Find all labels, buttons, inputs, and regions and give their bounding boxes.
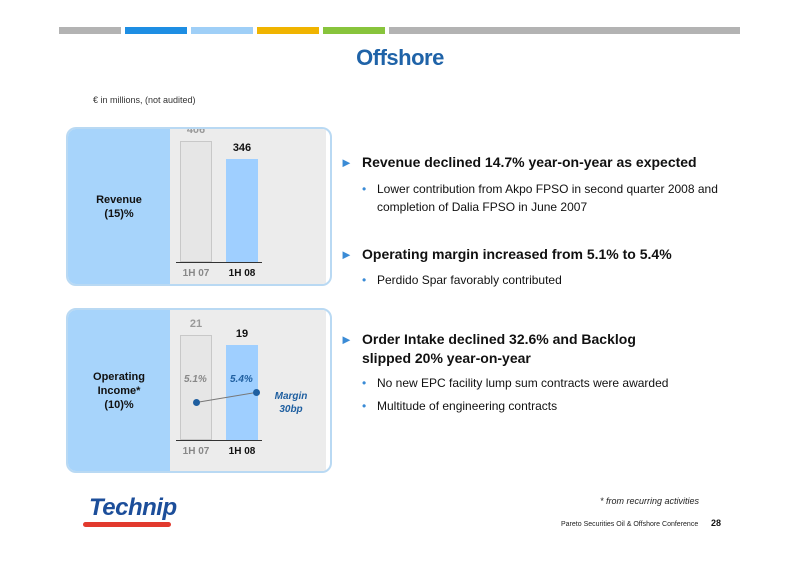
revenue-panel: Revenue (15)% 406 1H 07 346 1H 08 bbox=[66, 127, 332, 286]
bullet-subitem: • Lower contribution from Akpo FPSO in s… bbox=[362, 182, 718, 214]
color-segment bbox=[191, 27, 253, 34]
operating-income-panel: Operating Income* (10)% 21 1H 07 19 1H 08 5.… bbox=[66, 308, 332, 473]
margin-dot bbox=[252, 388, 260, 396]
bullet-subitem: • Multitude of engineering contracts bbox=[362, 399, 558, 413]
operating-income-label-panel: Operating Income* (10)% bbox=[68, 310, 170, 471]
header-color-bar bbox=[59, 27, 740, 34]
x-tick-label: 1H 08 bbox=[228, 446, 256, 457]
bar-1h-08 bbox=[226, 159, 258, 262]
bullet-icon: • bbox=[362, 273, 367, 287]
margin-dot bbox=[192, 398, 200, 406]
operating-income-label: Operating Income* (10)% bbox=[93, 371, 145, 411]
revenue-label-panel: Revenue (15)% bbox=[68, 129, 170, 284]
margin-label: 5.1% bbox=[184, 374, 207, 385]
bar-value-label: 346 bbox=[232, 142, 252, 155]
conference-name: Pareto Securities Oil & Offshore Confere… bbox=[561, 521, 699, 528]
bar-1h-07 bbox=[180, 141, 212, 262]
x-tick-label: 1H 07 bbox=[182, 446, 210, 457]
margin-change-label: Margin 30bp bbox=[274, 391, 308, 415]
revenue-chart-area: 406 1H 07 346 1H 08 bbox=[170, 129, 326, 284]
bullet-icon: • bbox=[362, 182, 367, 196]
footnote: * from recurring activities bbox=[600, 496, 700, 506]
color-segment bbox=[125, 27, 187, 34]
bullet-subitem: • Perdido Spar favorably contributed bbox=[362, 273, 562, 287]
x-axis-line bbox=[176, 262, 262, 263]
operating-income-chart-area: 21 1H 07 19 1H 08 5.1% 5.4% bbox=[170, 310, 326, 471]
x-tick-label: 1H 07 bbox=[182, 268, 210, 279]
bullet-icon: • bbox=[362, 399, 367, 413]
color-segment bbox=[323, 27, 385, 34]
bullet-heading: ► Operating margin increased from 5.1% t… bbox=[340, 246, 672, 262]
logo-wordmark: Technip bbox=[89, 494, 177, 521]
bar-value-label: 21 bbox=[189, 318, 203, 330]
arrow-icon: ► bbox=[340, 247, 353, 262]
bullet-icon: • bbox=[362, 376, 367, 390]
color-segment bbox=[257, 27, 319, 34]
bar-1h-07 bbox=[180, 335, 212, 440]
units-note: € in millions, (not audited) bbox=[93, 95, 196, 105]
bullet-subitem: • No new EPC facility lump sum contracts… bbox=[362, 376, 669, 390]
arrow-icon: ► bbox=[340, 332, 353, 347]
bullet-heading: ► Revenue declined 14.7% year-on-year as… bbox=[340, 154, 697, 170]
bullet-heading: ► Order Intake declined 32.6% and Backlo… bbox=[340, 331, 636, 366]
bar-value-label: 19 bbox=[235, 328, 249, 340]
bar-value-label: 406 bbox=[186, 127, 206, 137]
arrow-icon: ► bbox=[340, 155, 353, 170]
page-number: 28 bbox=[711, 518, 722, 528]
technip-logo: Technip bbox=[83, 494, 177, 528]
color-segment bbox=[59, 27, 121, 34]
margin-label: 5.4% bbox=[230, 374, 253, 385]
color-segment bbox=[389, 27, 740, 34]
x-tick-label: 1H 08 bbox=[228, 268, 256, 279]
slide-title: Offshore bbox=[356, 45, 444, 70]
logo-swoosh bbox=[83, 522, 171, 527]
revenue-label: Revenue (15)% bbox=[96, 194, 142, 220]
x-axis-line bbox=[176, 440, 262, 441]
